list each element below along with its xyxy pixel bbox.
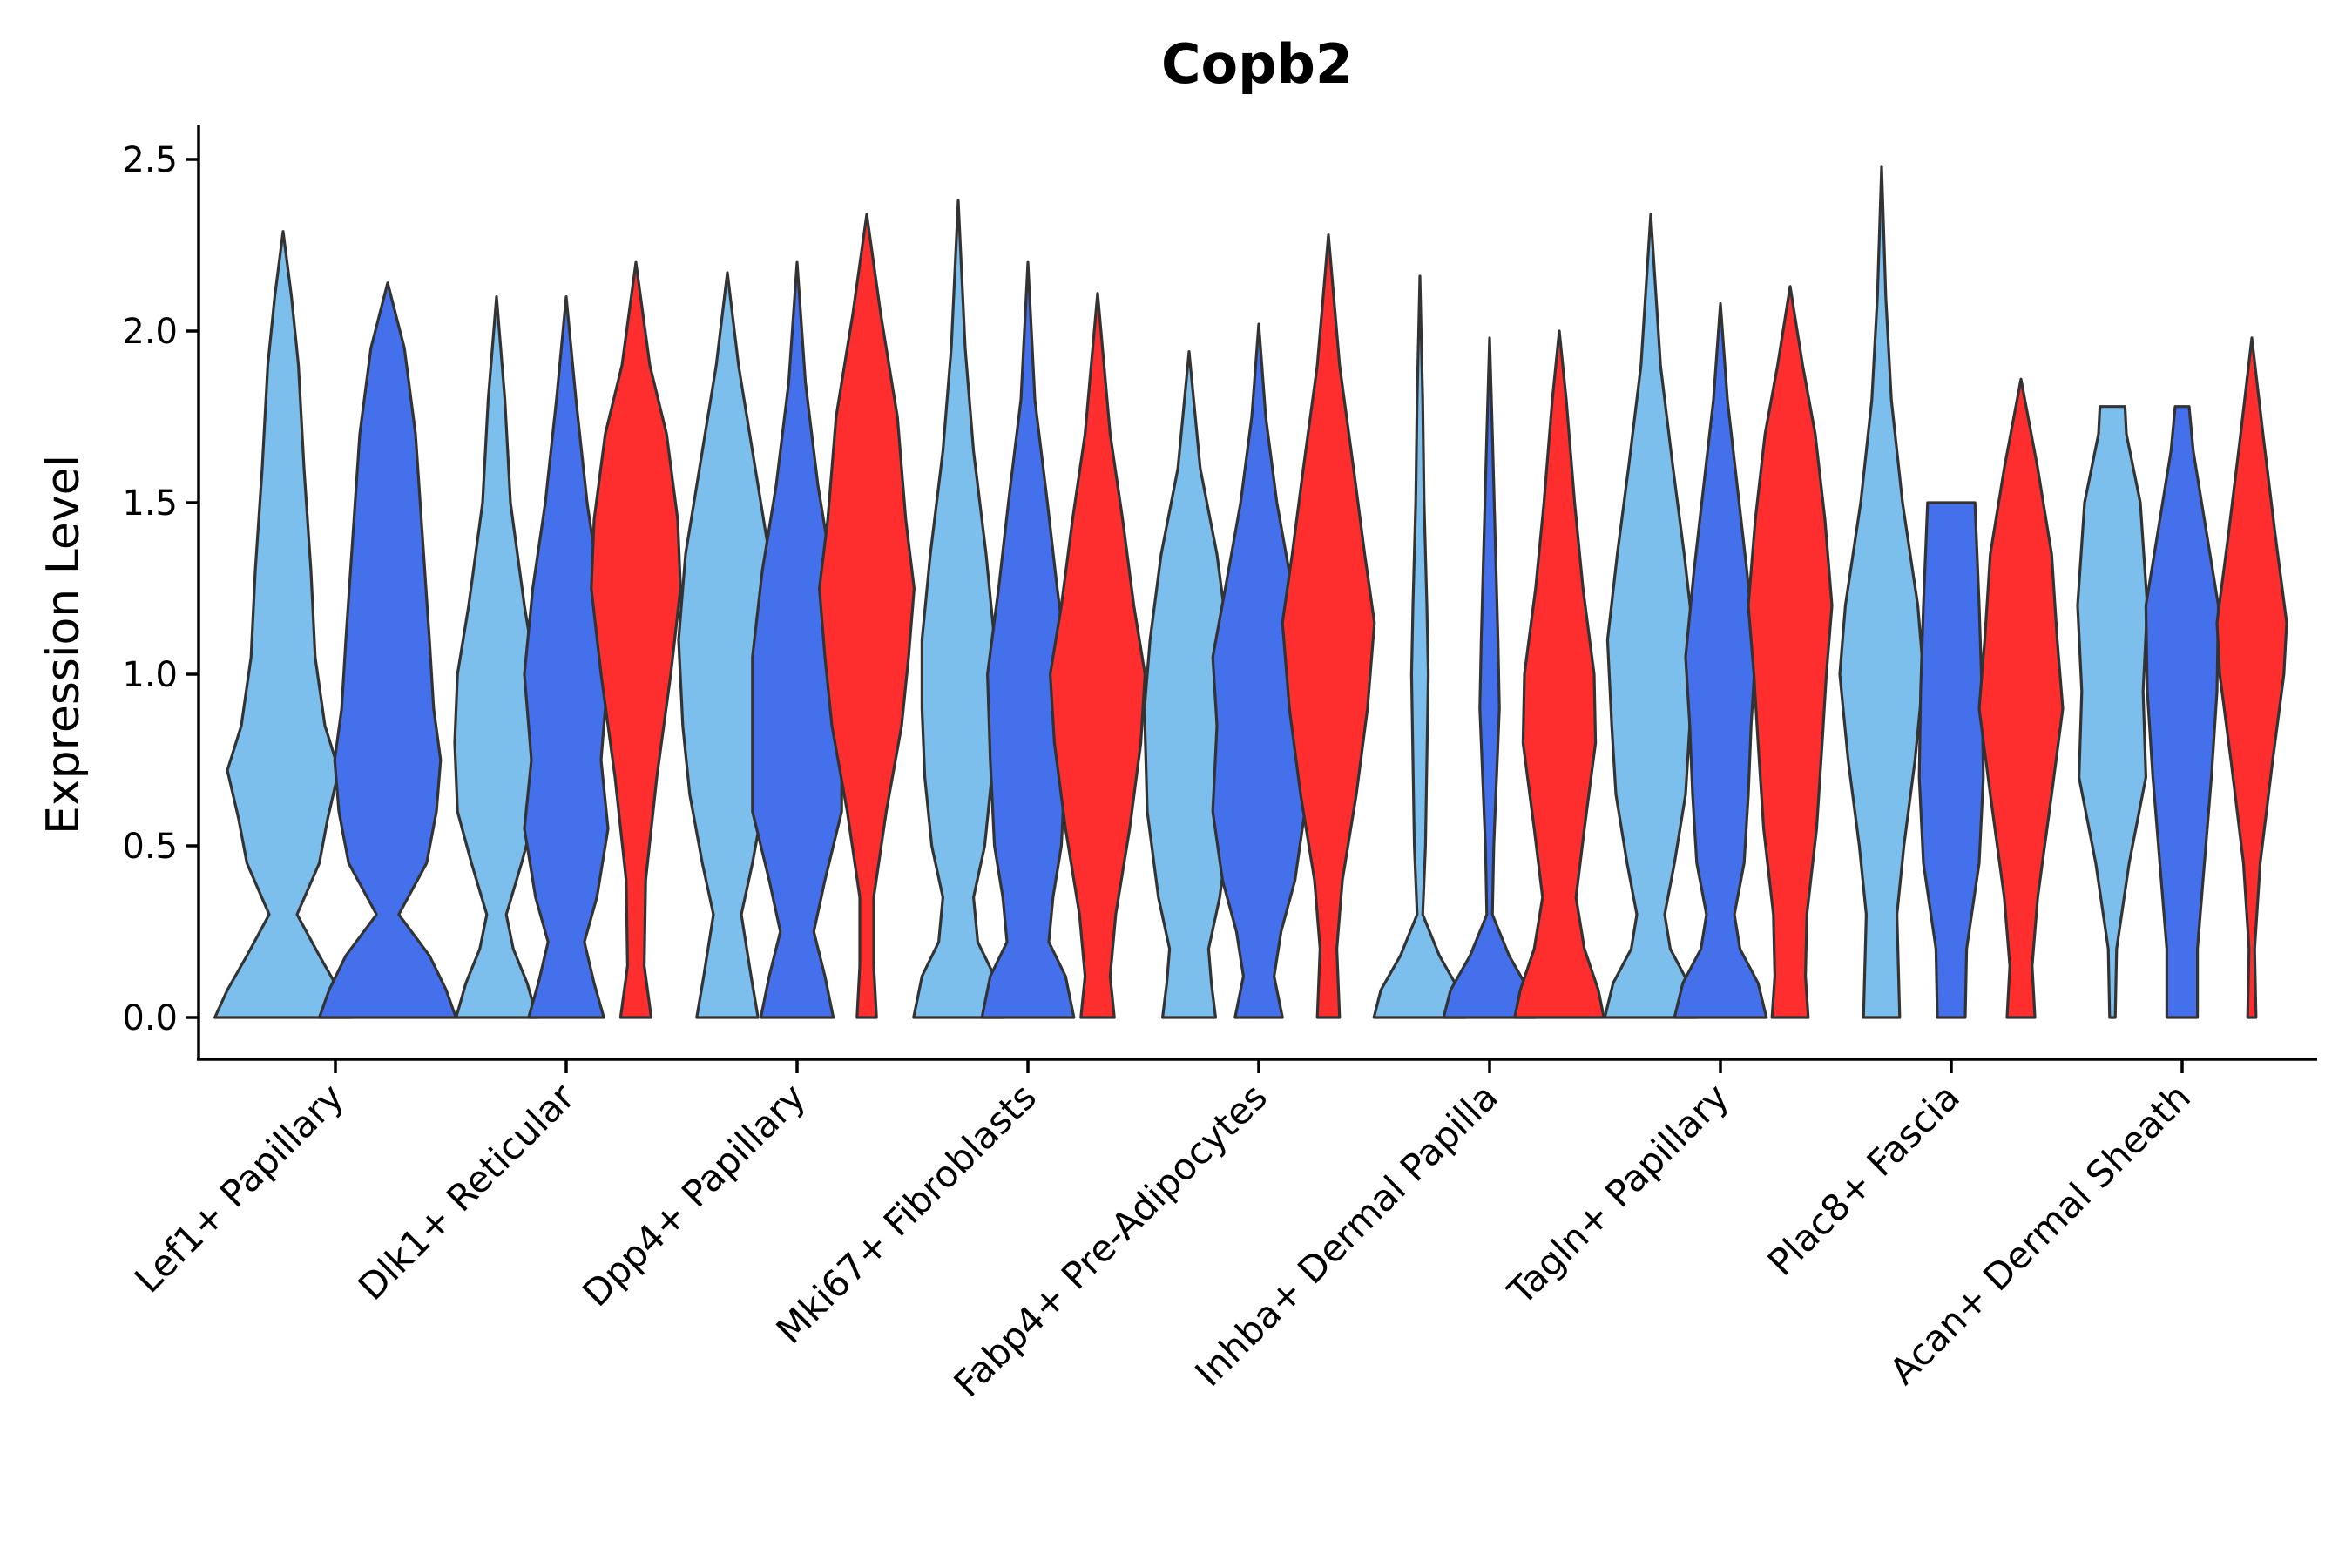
violin-6-2	[1747, 285, 1834, 1019]
violin-1-1	[523, 295, 610, 1019]
x-tick-label: Dlk1+ Reticular	[350, 1075, 584, 1308]
violin-7-2	[1977, 377, 2065, 1019]
violin-2-0	[677, 271, 778, 1019]
y-tick-label: 2.5	[122, 140, 178, 180]
violin-5-2	[1513, 329, 1605, 1019]
violin-3-0	[912, 199, 1004, 1019]
violin-4-2	[1281, 233, 1376, 1019]
violin-2-1	[751, 260, 843, 1019]
violin-4-1	[1211, 322, 1307, 1019]
violin-6-0	[1603, 213, 1699, 1019]
y-tick-label: 0.5	[122, 827, 178, 867]
violin-7-1	[1917, 501, 1985, 1019]
violin-7-0	[1838, 165, 1925, 1019]
violin-5-1	[1442, 336, 1538, 1019]
violin-2-2	[818, 213, 916, 1019]
y-tick-label: 2.0	[122, 312, 178, 352]
violin-4-0	[1143, 350, 1235, 1019]
x-tick-label: Tagln+ Papillary	[1499, 1075, 1737, 1313]
y-tick-label: 0.0	[122, 998, 178, 1038]
x-tick-label: Dpp4+ Papillary	[574, 1075, 814, 1315]
violin-1-2	[590, 260, 682, 1019]
chart-title: Copb2	[1161, 32, 1353, 96]
y-axis-label: Expression Level	[37, 455, 90, 835]
axes-group	[197, 125, 2317, 1061]
y-tick-label: 1.5	[122, 483, 178, 524]
violin-0-0	[213, 230, 353, 1019]
x-tick-label: Lef1+ Papillary	[126, 1075, 352, 1301]
violin-3-2	[1049, 292, 1146, 1019]
y-tick-label: 1.0	[122, 655, 178, 695]
violin-3-1	[980, 260, 1076, 1019]
violin-8-2	[2215, 336, 2288, 1019]
violin-0-1	[318, 281, 457, 1019]
violins-group	[213, 165, 2288, 1019]
violin-8-0	[2076, 405, 2149, 1019]
violin-6-1	[1673, 301, 1768, 1019]
violin-8-1	[2144, 405, 2220, 1019]
x-tick-label: Plac8+ Fascia	[1760, 1075, 1968, 1283]
y-ticks-group: 0.0 0.5 1.0 1.5 2.0 2.5	[122, 140, 199, 1038]
violin-5-0	[1372, 274, 1468, 1019]
violin-1-0	[453, 295, 540, 1019]
x-tick-label: Mki67+ Fibroblasts	[768, 1075, 1044, 1351]
